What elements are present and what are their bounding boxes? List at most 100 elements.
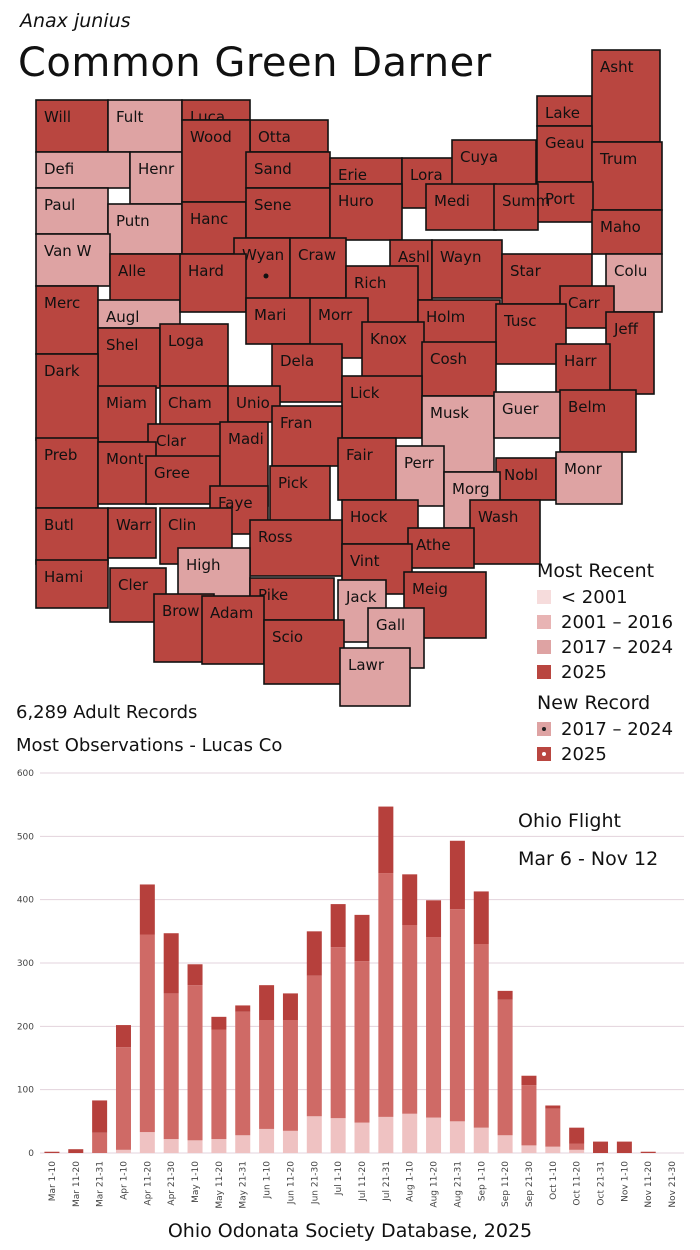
new-record-title: New Record — [537, 692, 651, 714]
county-harr[interactable]: Harr — [555, 343, 611, 395]
county-wood[interactable]: Wood — [181, 119, 251, 203]
county-lawr[interactable]: Lawr — [339, 647, 411, 707]
y-tick-label: 0 — [28, 1149, 34, 1159]
county-preb[interactable]: Preb — [35, 437, 99, 509]
county-craw[interactable]: Craw — [289, 237, 347, 299]
county-maho[interactable]: Maho — [591, 209, 663, 255]
county-otta[interactable]: Otta — [249, 119, 329, 153]
x-tick-label: Sep 1-10 — [477, 1161, 487, 1202]
y-tick-label: 300 — [17, 959, 34, 969]
county-summ[interactable]: Summ — [493, 183, 550, 231]
county-wayn[interactable]: Wayn — [431, 239, 503, 299]
x-tick-label: May 11-20 — [215, 1161, 225, 1209]
bar-segment — [521, 1085, 537, 1146]
county-scio[interactable]: Scio — [263, 619, 345, 685]
bar-segment — [115, 1047, 131, 1150]
bar-segment — [139, 884, 155, 935]
county-carr[interactable]: Carr — [559, 285, 615, 329]
x-tick-label: Mar 21-31 — [96, 1161, 106, 1207]
x-tick-label: Jul 21-31 — [382, 1161, 392, 1202]
county-dark[interactable]: Dark — [35, 353, 99, 441]
county-lick[interactable]: Lick — [341, 375, 423, 439]
county-henr[interactable]: Henr — [129, 151, 183, 205]
county-medi[interactable]: Medi — [425, 183, 497, 231]
flight-title: Ohio Flight — [518, 810, 621, 832]
county-trum[interactable]: Trum — [591, 141, 663, 211]
county-sene[interactable]: Sene — [245, 187, 331, 239]
svg-text:Henr: Henr — [138, 160, 175, 178]
county-shel[interactable]: Shel — [97, 327, 161, 389]
county-cuya[interactable]: Cuya — [451, 139, 537, 186]
county-jeff[interactable]: Jeff — [605, 311, 655, 395]
county-augl[interactable]: Augl — [97, 299, 181, 329]
county-pick[interactable]: Pick — [269, 465, 331, 527]
svg-text:Cler: Cler — [118, 576, 149, 594]
county-cosh[interactable]: Cosh — [421, 341, 497, 397]
svg-text:Colu: Colu — [614, 262, 647, 280]
bar-segment — [593, 1141, 609, 1153]
bar-segment — [330, 1118, 346, 1153]
svg-text:Augl: Augl — [106, 308, 139, 326]
county-ross[interactable]: Ross — [249, 519, 343, 577]
x-tick-label: Jun 1-10 — [263, 1161, 273, 1200]
bar-segment — [354, 961, 370, 1123]
county-defi[interactable]: Defi — [35, 151, 131, 189]
county-butl[interactable]: Butl — [35, 507, 109, 565]
county-cler[interactable]: Cler — [109, 567, 167, 623]
county-will[interactable]: Will — [35, 99, 109, 153]
county-van-w[interactable]: Van W — [35, 233, 111, 287]
county-sand[interactable]: Sand — [245, 151, 331, 189]
county-nobl[interactable]: Nobl — [495, 457, 557, 501]
county-fult[interactable]: Fult — [107, 99, 183, 153]
county-belm[interactable]: Belm — [559, 389, 637, 453]
x-tick-label: Aug 11-20 — [430, 1161, 440, 1208]
county-hanc[interactable]: Hanc — [181, 201, 247, 255]
county-guer[interactable]: Guer — [493, 391, 567, 439]
svg-text:Musk: Musk — [430, 404, 469, 422]
county-asht[interactable]: Asht — [591, 49, 661, 143]
county-geau[interactable]: Geau — [536, 125, 593, 183]
x-tick-label: Jun 21-30 — [310, 1161, 320, 1205]
svg-text:Medi: Medi — [434, 192, 470, 210]
y-tick-label: 600 — [17, 769, 34, 779]
county-hard[interactable]: Hard — [179, 253, 247, 313]
county-huro[interactable]: Huro — [329, 183, 403, 241]
svg-text:Geau: Geau — [545, 134, 585, 152]
county-lake[interactable]: Lake — [536, 95, 593, 127]
county-loga[interactable]: Loga — [159, 323, 229, 387]
county-alle[interactable]: Alle — [109, 253, 183, 307]
county-miam[interactable]: Miam — [97, 385, 157, 443]
svg-text:Will: Will — [44, 108, 71, 126]
bar-segment — [640, 1151, 656, 1153]
county-adam[interactable]: Adam — [201, 595, 265, 665]
county-athe[interactable]: Athe — [407, 527, 475, 569]
county-port[interactable]: Port — [536, 181, 594, 223]
county-perr[interactable]: Perr — [395, 445, 445, 507]
county-monr[interactable]: Monr — [555, 451, 623, 505]
x-tick-label: Jun 11-20 — [286, 1161, 296, 1205]
county-warr[interactable]: Warr — [107, 507, 157, 559]
x-tick-label: Jul 1-10 — [334, 1161, 344, 1196]
county-knox[interactable]: Knox — [361, 321, 425, 381]
most-observations: Most Observations - Lucas Co — [16, 735, 283, 756]
bar-segment — [402, 1113, 418, 1153]
svg-text:Putn: Putn — [116, 212, 150, 230]
legend-swatch — [537, 747, 551, 761]
county-paul[interactable]: Paul — [35, 187, 109, 235]
bar-segment — [497, 999, 513, 1136]
county-hock[interactable]: Hock — [341, 499, 419, 545]
county-dela[interactable]: Dela — [271, 343, 343, 403]
svg-text:Preb: Preb — [44, 446, 77, 464]
county-hami[interactable]: Hami — [35, 559, 109, 609]
county-erie[interactable]: Erie — [329, 157, 403, 185]
county-colu[interactable]: Colu — [605, 253, 663, 313]
county-fair[interactable]: Fair — [337, 437, 397, 501]
county-gree[interactable]: Gree — [145, 455, 221, 505]
county-wash[interactable]: Wash — [469, 499, 541, 565]
county-merc[interactable]: Merc — [35, 285, 99, 355]
bar-segment — [44, 1151, 60, 1153]
county-tusc[interactable]: Tusc — [495, 303, 567, 365]
county-putn[interactable]: Putn — [107, 203, 183, 255]
legend-item: 2001 – 2016 — [537, 612, 673, 633]
county-fran[interactable]: Fran — [271, 405, 343, 467]
